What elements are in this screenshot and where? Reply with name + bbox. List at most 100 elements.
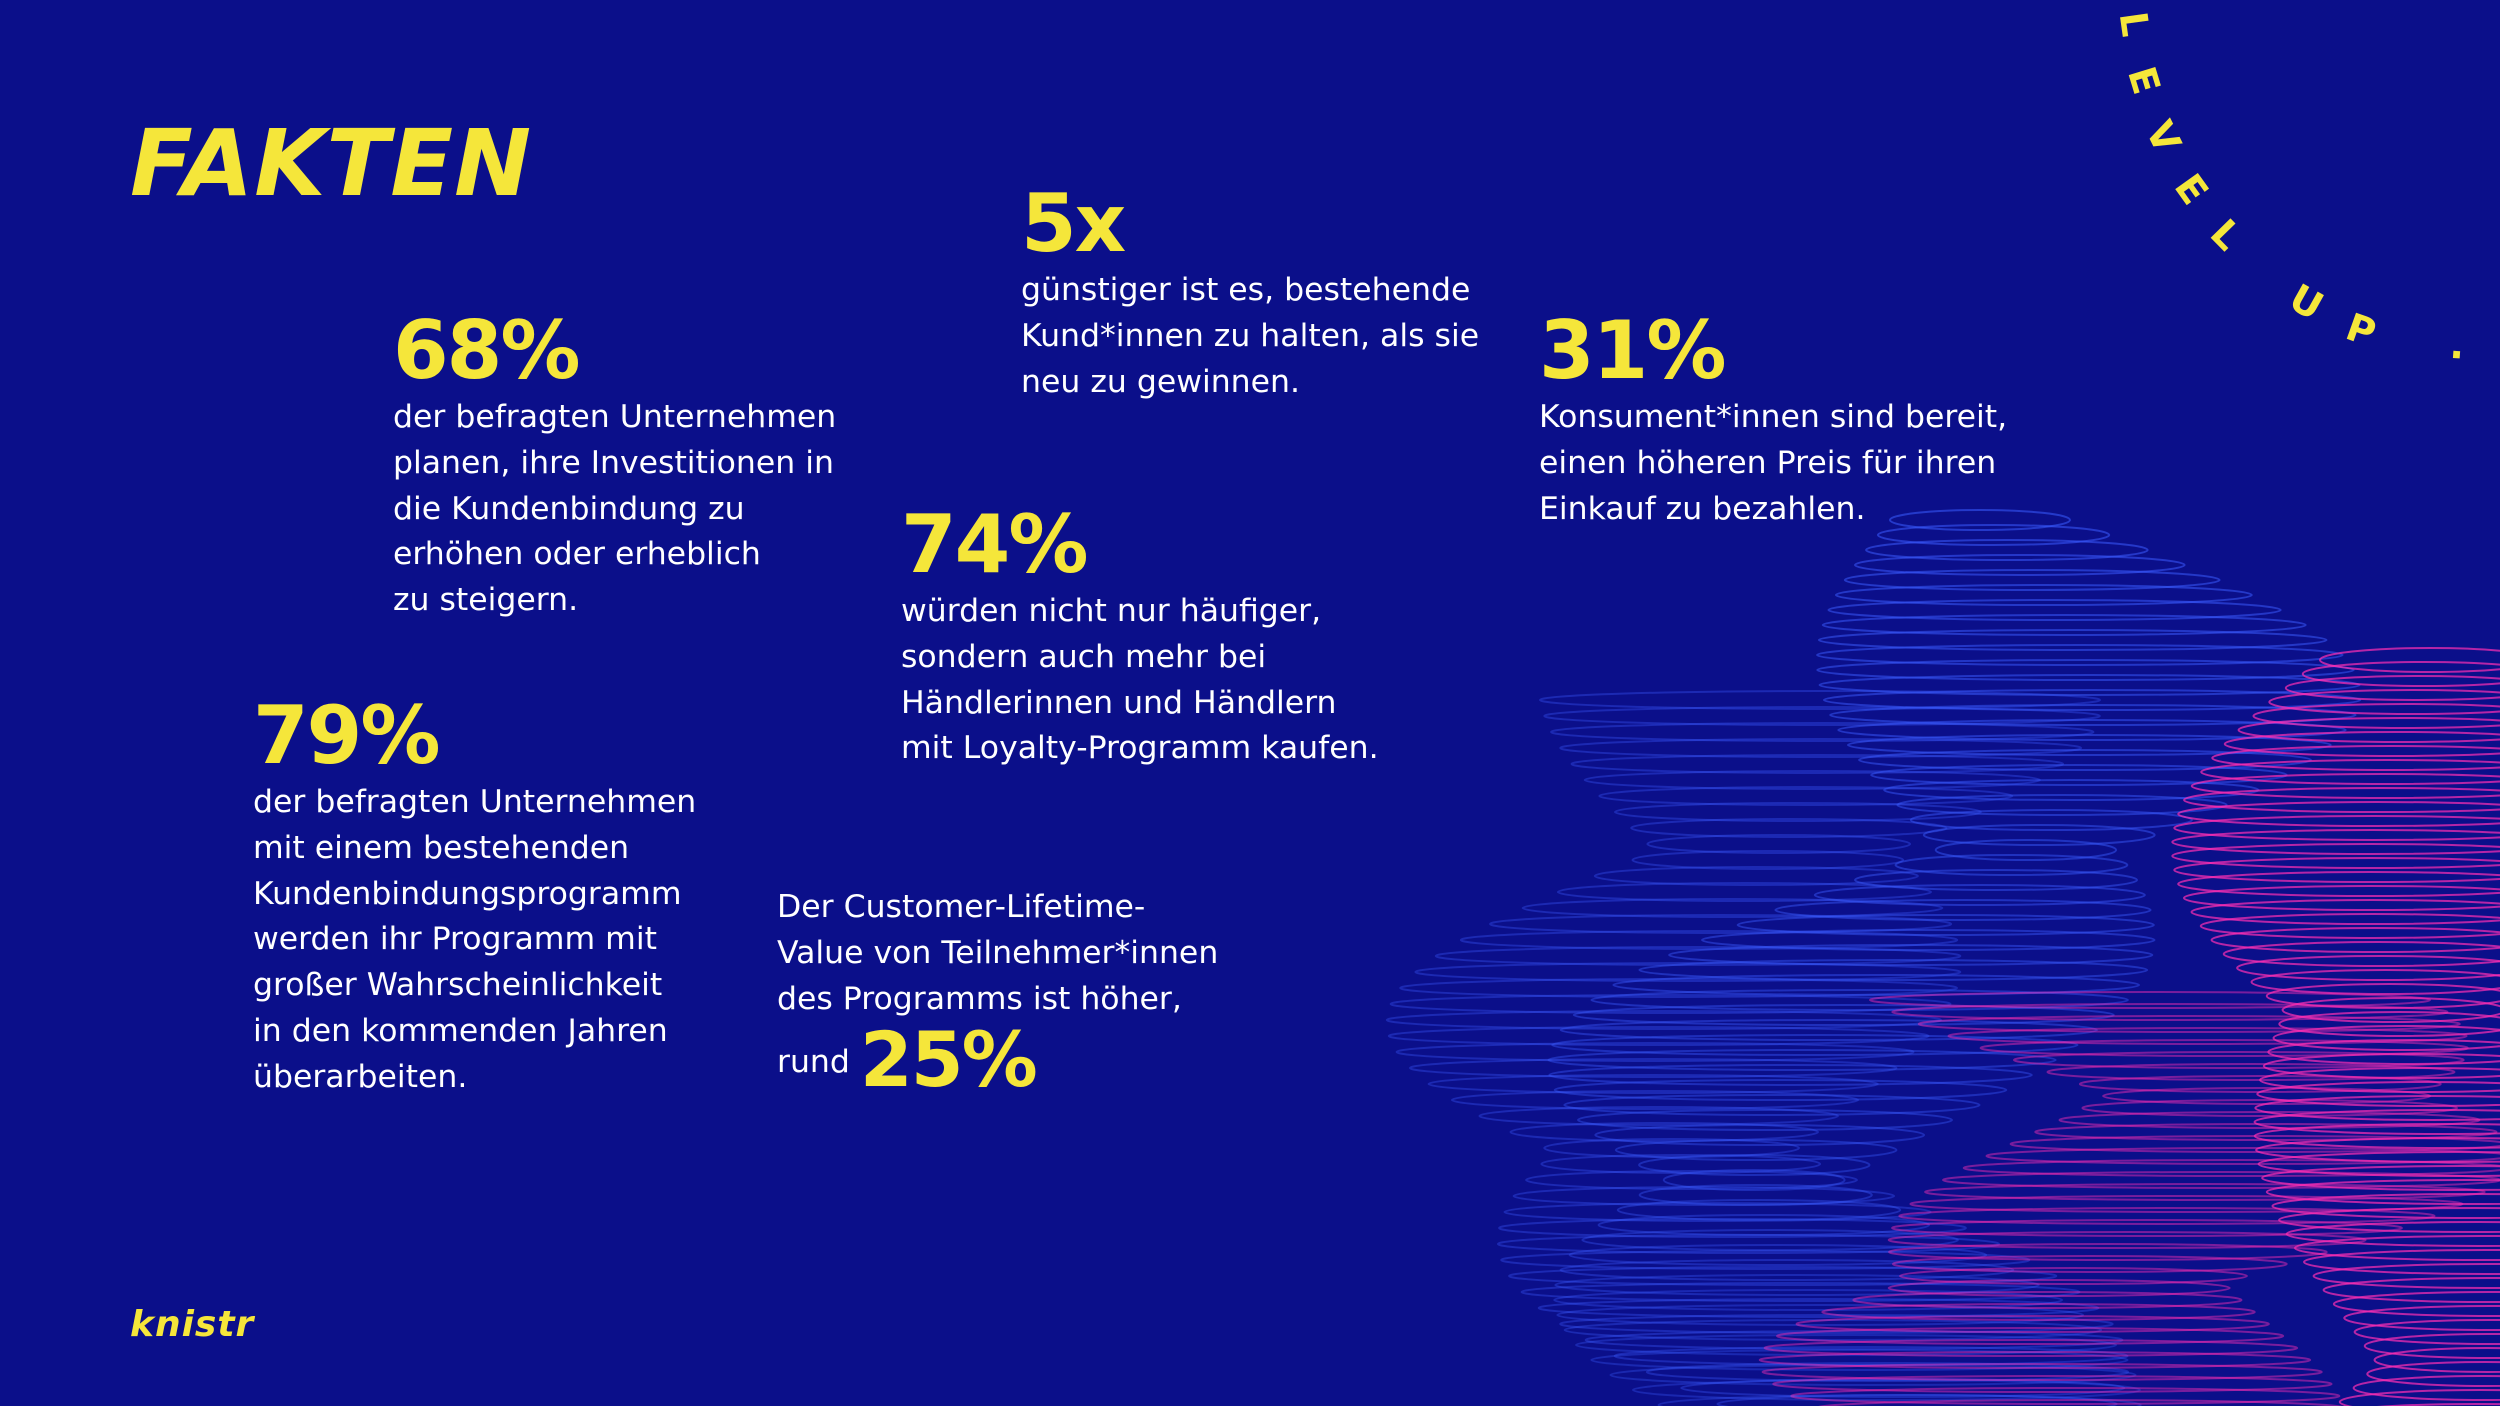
wave-loop xyxy=(1556,882,1933,902)
wave-loop xyxy=(2256,1081,2500,1107)
wave-loop xyxy=(1776,1327,2285,1345)
wave-loop xyxy=(2236,955,2500,981)
wave-loop xyxy=(1559,1314,2114,1334)
wave-loop xyxy=(1583,770,2041,790)
wave-loop xyxy=(1917,1015,2461,1033)
wave-loop xyxy=(1758,1351,2312,1369)
wave-loop xyxy=(1827,599,2282,621)
wave-loop xyxy=(1888,1243,2328,1261)
wave-loop xyxy=(1865,539,2149,561)
fact-68-value: 68% xyxy=(393,304,580,397)
wave-loop xyxy=(2285,1221,2500,1247)
wave-loop xyxy=(1540,1154,1822,1174)
wave-loop xyxy=(2278,1011,2500,1037)
wave-loop xyxy=(2046,1063,2456,1081)
wave-loop xyxy=(1922,824,2156,846)
wave-loop xyxy=(2255,1137,2500,1163)
wave-loop xyxy=(1581,1229,1959,1251)
wave-loop xyxy=(1898,1207,2436,1225)
wave-loop xyxy=(1570,754,2065,774)
wave-loop xyxy=(2078,1075,2442,1093)
wave-loop xyxy=(1568,1244,1988,1266)
wave-loop xyxy=(1887,1231,2367,1249)
wave-loop xyxy=(1559,738,2083,758)
wave-loop xyxy=(1556,1304,2085,1326)
wave-loop xyxy=(1631,1379,2141,1401)
wave-loop xyxy=(2322,1277,2500,1303)
wave-loop xyxy=(1701,929,2156,951)
wave-loop xyxy=(2183,885,2500,911)
wave-loop xyxy=(1577,1109,1953,1131)
wave-loop xyxy=(2352,1375,2500,1401)
wave-loop xyxy=(1821,1303,2256,1321)
ring-text: LEVEL UP · LEVEL UP xyxy=(2111,9,2500,380)
fact-25: Der Customer-Lifetime- Value von Teilneh… xyxy=(777,885,1257,1098)
fact-74: 74% würden nicht nur häufiger, sondern a… xyxy=(901,505,1401,772)
wave-loop xyxy=(1645,1362,2130,1382)
wave-loop xyxy=(1512,1186,1896,1206)
wave-loop xyxy=(1934,839,2118,861)
wave-loop xyxy=(1537,1298,2100,1318)
wave-loop xyxy=(1979,1039,2469,1057)
wave-loop xyxy=(2012,1051,2465,1069)
fact-79: 79% der befragten Unternehmen mit einem … xyxy=(253,696,713,1101)
wave-loop xyxy=(1548,1064,2033,1086)
wave-loop xyxy=(1551,1034,2079,1056)
wave-loop xyxy=(2177,801,2500,827)
wave-loop xyxy=(2294,1235,2500,1261)
wave-loop xyxy=(2253,1123,2500,1149)
fact-5x-value: 5x xyxy=(1021,177,1126,270)
wave-loop xyxy=(1829,704,2357,726)
wave-loop xyxy=(1584,1330,2124,1350)
wave-loop xyxy=(2081,1099,2458,1117)
wave-loop xyxy=(1509,1122,1819,1142)
wave-loop xyxy=(1816,644,2344,666)
wave-loop xyxy=(2210,927,2500,953)
wave-loop xyxy=(2253,1109,2500,1135)
wave-loop xyxy=(1496,1234,2001,1254)
wave-loop xyxy=(2058,1111,2481,1129)
wave-loop xyxy=(1891,1255,2288,1273)
wave-loop xyxy=(1638,1154,1871,1176)
wave-loop xyxy=(2102,1087,2432,1105)
wave-loop xyxy=(1821,614,2307,636)
wave-loop xyxy=(1837,719,2347,741)
fact-25-value: 25% xyxy=(859,1015,1038,1105)
fact-25-line: rund 25% xyxy=(777,1022,1257,1098)
wave-loop xyxy=(1662,1169,1846,1191)
wave-loop xyxy=(1772,1375,2333,1393)
wave-loop xyxy=(1847,734,2332,756)
wave-loop xyxy=(2257,1151,2500,1177)
wave-loop xyxy=(1962,1159,2500,1177)
fact-31: 31% Konsument*innen sind bereit, einen h… xyxy=(1539,311,2039,532)
wave-loop xyxy=(1761,1363,2323,1381)
wave-loop xyxy=(1613,1346,2129,1366)
wave-loop xyxy=(1843,569,2221,591)
wave-loop xyxy=(2338,1389,2500,1406)
wave-loop xyxy=(1503,1202,1932,1222)
wave-loop xyxy=(1612,974,2141,996)
wave-loop xyxy=(2177,871,2500,897)
wave-loop xyxy=(1876,524,2111,546)
wave-loop xyxy=(1909,809,2193,831)
wave-loop xyxy=(2250,969,2500,995)
wave-loop xyxy=(1554,1274,2040,1296)
wave-loop xyxy=(1818,1399,2343,1406)
wave-loop xyxy=(1668,944,2154,966)
fact-5x-text: günstiger ist es, bestehende Kund*innen … xyxy=(1021,272,1480,400)
wave-loop xyxy=(2237,717,2500,743)
wave-loop xyxy=(1816,659,2355,681)
wave-loop xyxy=(1657,1394,2142,1406)
wave-loop xyxy=(1478,1106,1839,1126)
wave-loop xyxy=(2268,689,2500,715)
wave-loop xyxy=(2190,773,2500,799)
wave-loop xyxy=(2265,983,2500,1009)
wave-loop xyxy=(1597,1214,1931,1236)
wave-loop xyxy=(2363,1333,2500,1359)
wave-loop xyxy=(1614,1139,1898,1161)
wave-loop xyxy=(1638,1184,1873,1206)
wave-loop xyxy=(1716,1394,2118,1406)
wave-loop xyxy=(1795,1315,2270,1333)
wave-loop xyxy=(1631,850,1905,870)
